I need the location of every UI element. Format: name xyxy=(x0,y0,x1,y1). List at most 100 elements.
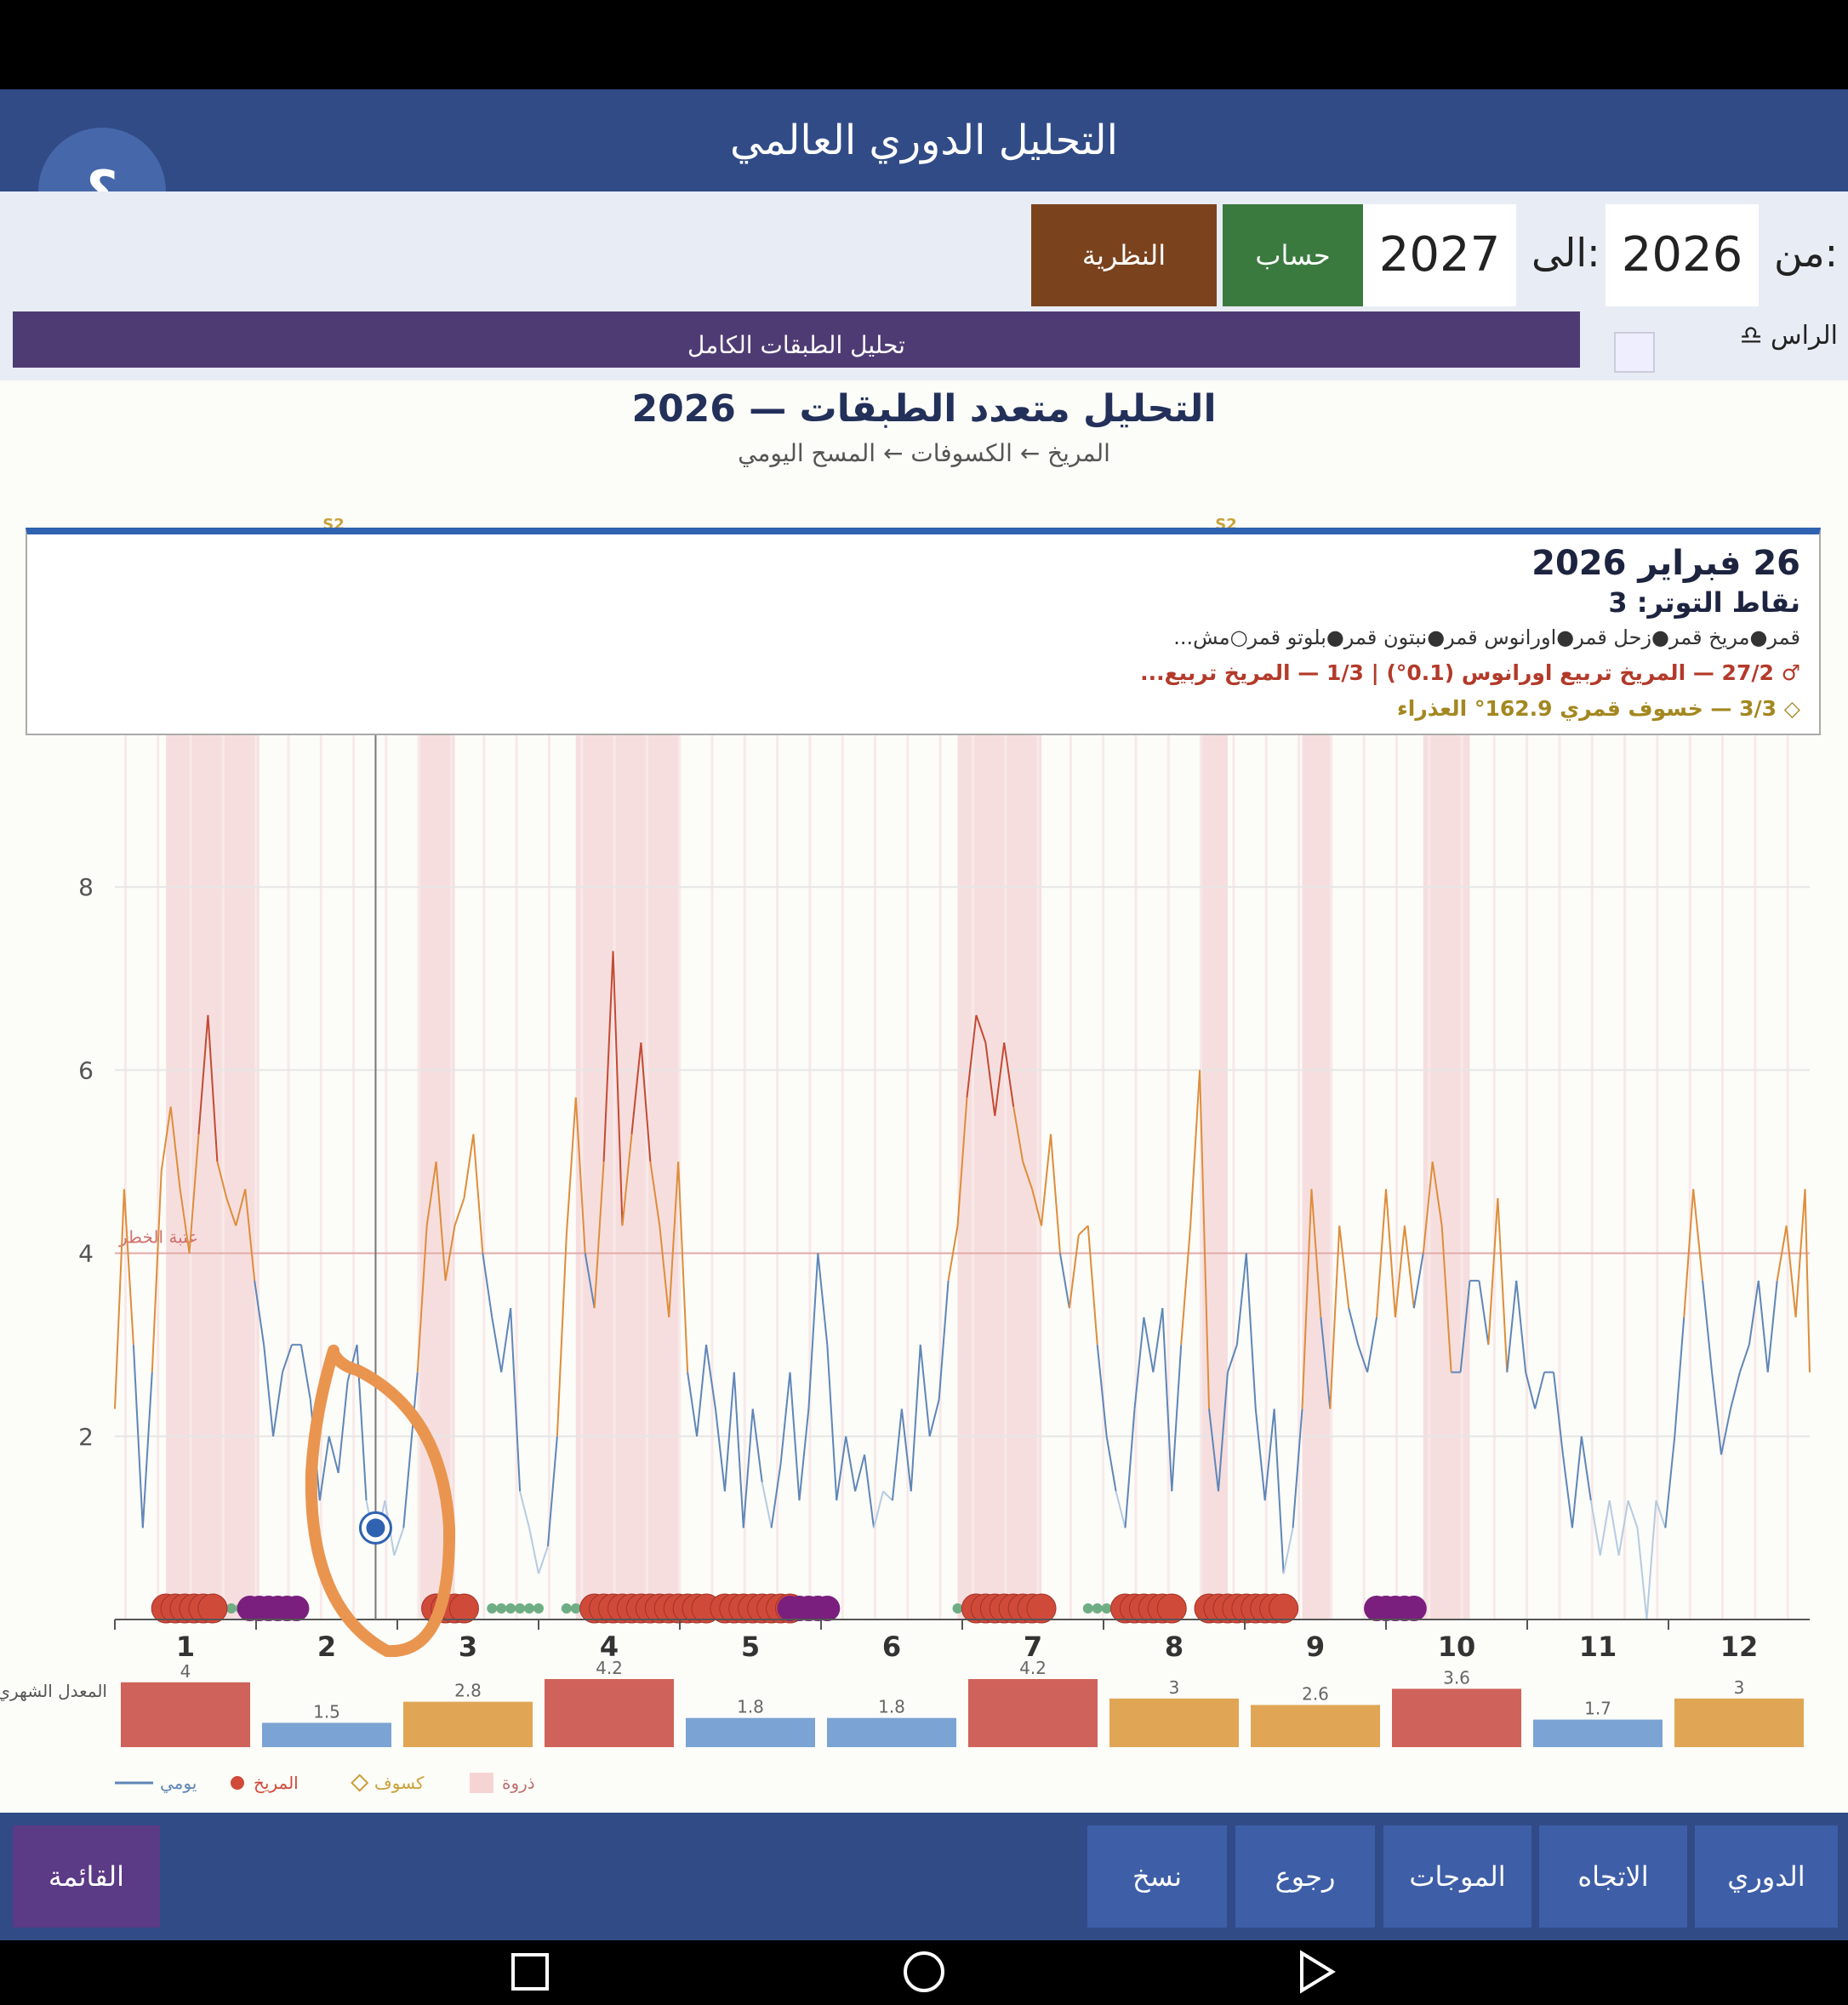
daily-segment xyxy=(1459,1280,1471,1373)
daily-segment xyxy=(1785,1225,1797,1318)
daily-segment xyxy=(1412,1253,1424,1309)
app-bar xyxy=(0,89,1848,191)
daily-segment xyxy=(1245,1253,1257,1409)
daily-segment xyxy=(1599,1499,1611,1556)
peak-stripe xyxy=(1786,704,1789,1619)
mars-marker xyxy=(1156,1593,1187,1624)
daily-segment xyxy=(798,1408,810,1501)
back-nav-icon[interactable] xyxy=(1300,1950,1336,1994)
daily-segment xyxy=(854,1454,866,1492)
aspect-marker xyxy=(496,1603,507,1614)
daily-segment xyxy=(463,1134,475,1199)
daily-segment xyxy=(1776,1225,1788,1282)
daily-segment xyxy=(510,1308,522,1492)
y-tick-label: 6 xyxy=(78,1056,94,1084)
daily-segment xyxy=(1646,1500,1657,1620)
daily-segment xyxy=(528,1528,539,1574)
daily-segment xyxy=(938,1280,950,1400)
month-label: 9 xyxy=(1306,1631,1325,1663)
monthly-bar-label: 4.2 xyxy=(596,1658,623,1678)
status-bar xyxy=(0,0,1848,89)
daily-segment xyxy=(836,1436,847,1501)
monthly-bar-label: 1.7 xyxy=(1584,1699,1611,1719)
monthly-bar xyxy=(1533,1719,1663,1747)
daily-segment xyxy=(1553,1372,1564,1455)
daily-segment xyxy=(1152,1308,1164,1373)
peak-stripe xyxy=(352,704,356,1619)
daily-segment xyxy=(1226,1344,1238,1373)
menu-button[interactable]: القائمة xyxy=(13,1825,160,1928)
peak-stripe xyxy=(1069,704,1072,1619)
legend-eclipse-label: كسوف xyxy=(374,1773,425,1793)
peak-stripe xyxy=(1298,704,1301,1619)
to-year-input[interactable]: 2027 xyxy=(1363,204,1516,306)
home-icon[interactable] xyxy=(904,1951,944,1992)
monthly-bar xyxy=(827,1717,956,1747)
month-label: 4 xyxy=(600,1631,619,1663)
daily-segment xyxy=(1729,1372,1741,1409)
daily-segment xyxy=(1143,1317,1155,1373)
peak-band xyxy=(957,704,1042,1619)
legend-peak-label: ذروة xyxy=(502,1773,535,1793)
daily-segment xyxy=(1217,1372,1229,1492)
daily-segment xyxy=(169,1106,181,1190)
aspect-marker xyxy=(524,1603,535,1614)
daily-segment xyxy=(1608,1499,1620,1556)
daily-segment xyxy=(1338,1225,1350,1309)
back-button[interactable]: رجوع xyxy=(1235,1825,1375,1928)
daily-segment xyxy=(1031,1189,1043,1226)
waves-button[interactable]: الموجات xyxy=(1383,1825,1531,1928)
aspect-marker xyxy=(487,1603,498,1614)
daily-segment xyxy=(659,1225,670,1318)
daily-segment xyxy=(491,1317,503,1373)
daily-segment xyxy=(910,1345,921,1492)
system-nav-bar xyxy=(0,1940,1848,2002)
aspect-marker xyxy=(952,1603,963,1614)
peak-stripe xyxy=(287,704,290,1619)
daily-segment xyxy=(123,1189,134,1345)
daily-segment xyxy=(1692,1189,1704,1281)
theory-button[interactable]: النظرية xyxy=(1031,204,1217,306)
daily-segment xyxy=(1003,1042,1015,1107)
from-label: من: xyxy=(1774,230,1839,276)
daily-segment xyxy=(500,1308,512,1373)
month-label: 2 xyxy=(317,1631,336,1663)
calculate-button[interactable]: حساب xyxy=(1223,204,1363,306)
copy-button[interactable]: نسخ xyxy=(1087,1825,1227,1928)
peak-stripe xyxy=(580,704,584,1619)
daily-segment xyxy=(714,1408,726,1492)
cyclic-button[interactable]: الدوري xyxy=(1695,1825,1838,1928)
from-year-input[interactable]: 2026 xyxy=(1606,204,1759,306)
head-checkbox[interactable] xyxy=(1614,332,1655,373)
layers-tab-bar[interactable]: تحليل الطبقات الكامل xyxy=(13,311,1580,368)
daily-segment xyxy=(1022,1161,1034,1190)
daily-segment xyxy=(1180,1225,1192,1345)
direction-button[interactable]: الاتجاه xyxy=(1539,1825,1687,1928)
eclipse-cluster-marker xyxy=(1400,1596,1427,1621)
monthly-bar-label: 4 xyxy=(180,1661,191,1682)
recents-icon[interactable] xyxy=(511,1953,549,1991)
daily-segment xyxy=(1301,1189,1313,1409)
peak-stripe xyxy=(678,704,682,1619)
daily-segment xyxy=(956,1097,968,1226)
selected-point xyxy=(366,1518,385,1538)
head-label: ♎ الراس xyxy=(1739,321,1838,351)
peak-band xyxy=(1302,704,1331,1619)
peak-stripe xyxy=(1590,704,1594,1619)
y-tick-label: 8 xyxy=(78,873,94,901)
daily-segment xyxy=(612,951,624,1226)
peak-stripe xyxy=(1623,704,1627,1619)
monthly-bar xyxy=(403,1701,533,1747)
monthly-bar xyxy=(545,1679,674,1747)
daily-segment xyxy=(1292,1408,1303,1528)
monthly-bar xyxy=(1674,1698,1804,1747)
daily-segment xyxy=(328,1436,339,1474)
peak-stripe xyxy=(743,704,746,1619)
daily-segment xyxy=(947,1225,959,1282)
daily-segment xyxy=(1561,1454,1573,1528)
daily-segment xyxy=(975,1014,987,1043)
daily-segment xyxy=(1674,1317,1685,1437)
daily-segment xyxy=(1617,1499,1629,1556)
monthly-bar xyxy=(968,1679,1098,1747)
